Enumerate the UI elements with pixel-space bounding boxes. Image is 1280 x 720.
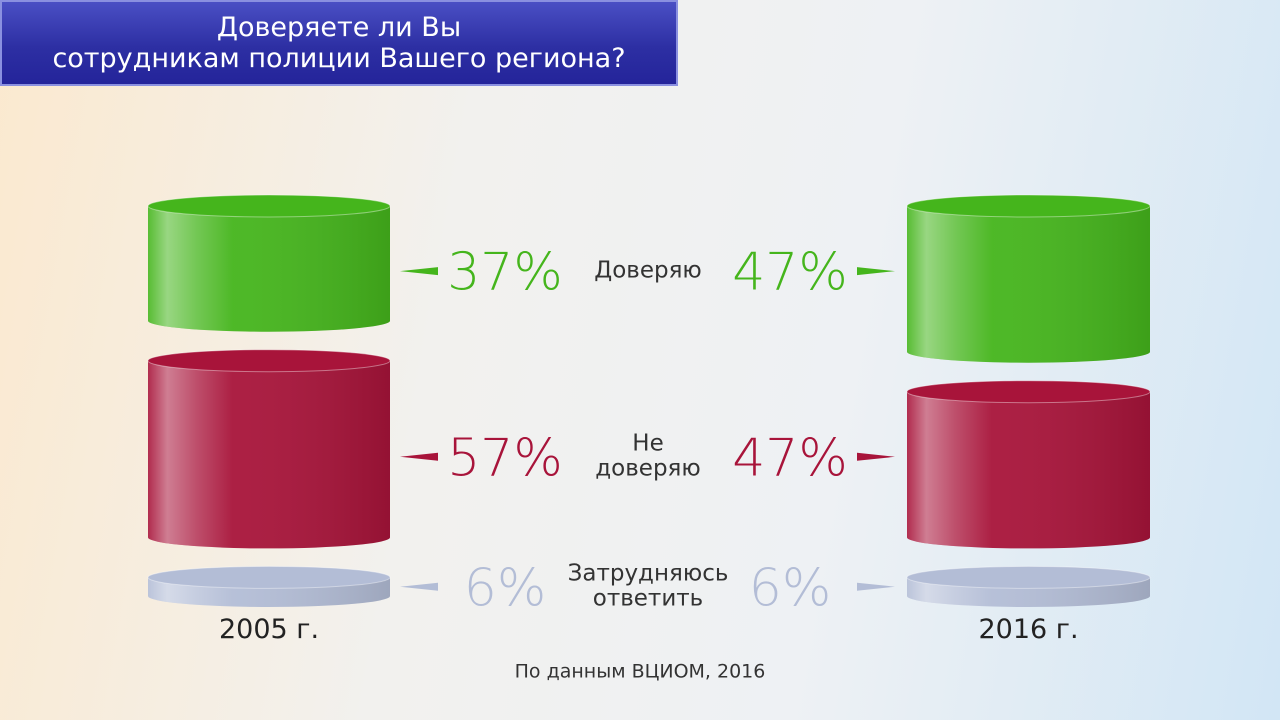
pointer-arrow	[400, 267, 438, 276]
value-label: 6%	[748, 558, 832, 619]
legend-label: Доверяю	[594, 257, 702, 284]
pointer-arrow	[857, 267, 895, 276]
pointer-arrow	[400, 452, 438, 461]
value-label: 47%	[732, 428, 848, 489]
cylinder-shine	[907, 391, 1150, 549]
cylinder-top	[906, 380, 1151, 404]
cylinder-top	[147, 565, 391, 589]
category-label: 2005 г.	[218, 614, 320, 646]
value-label: 37%	[447, 242, 563, 303]
value-label: 6%	[463, 558, 547, 619]
cylinder-shine	[907, 206, 1150, 363]
cylinder-top	[906, 565, 1151, 589]
cylinder-top	[147, 194, 391, 218]
cylinder-shine	[148, 206, 390, 332]
pointer-arrow	[857, 452, 895, 461]
source: По данным ВЦИОМ, 2016	[514, 660, 766, 683]
category-label: 2016 г.	[978, 614, 1079, 646]
legend-label: Затрудняюсь ответить	[567, 560, 729, 612]
pointer-arrow	[857, 582, 895, 591]
cylinder-top	[147, 349, 391, 373]
legend-label: Не доверяю	[595, 430, 701, 482]
value-label: 47%	[732, 242, 848, 303]
chart-title: Доверяете ли Вы сотрудникам полиции Ваше…	[0, 0, 678, 86]
value-label: 57%	[447, 428, 563, 489]
cylinder-top	[906, 194, 1151, 218]
pointer-arrow	[400, 582, 438, 591]
cylinder-shine	[148, 360, 390, 549]
